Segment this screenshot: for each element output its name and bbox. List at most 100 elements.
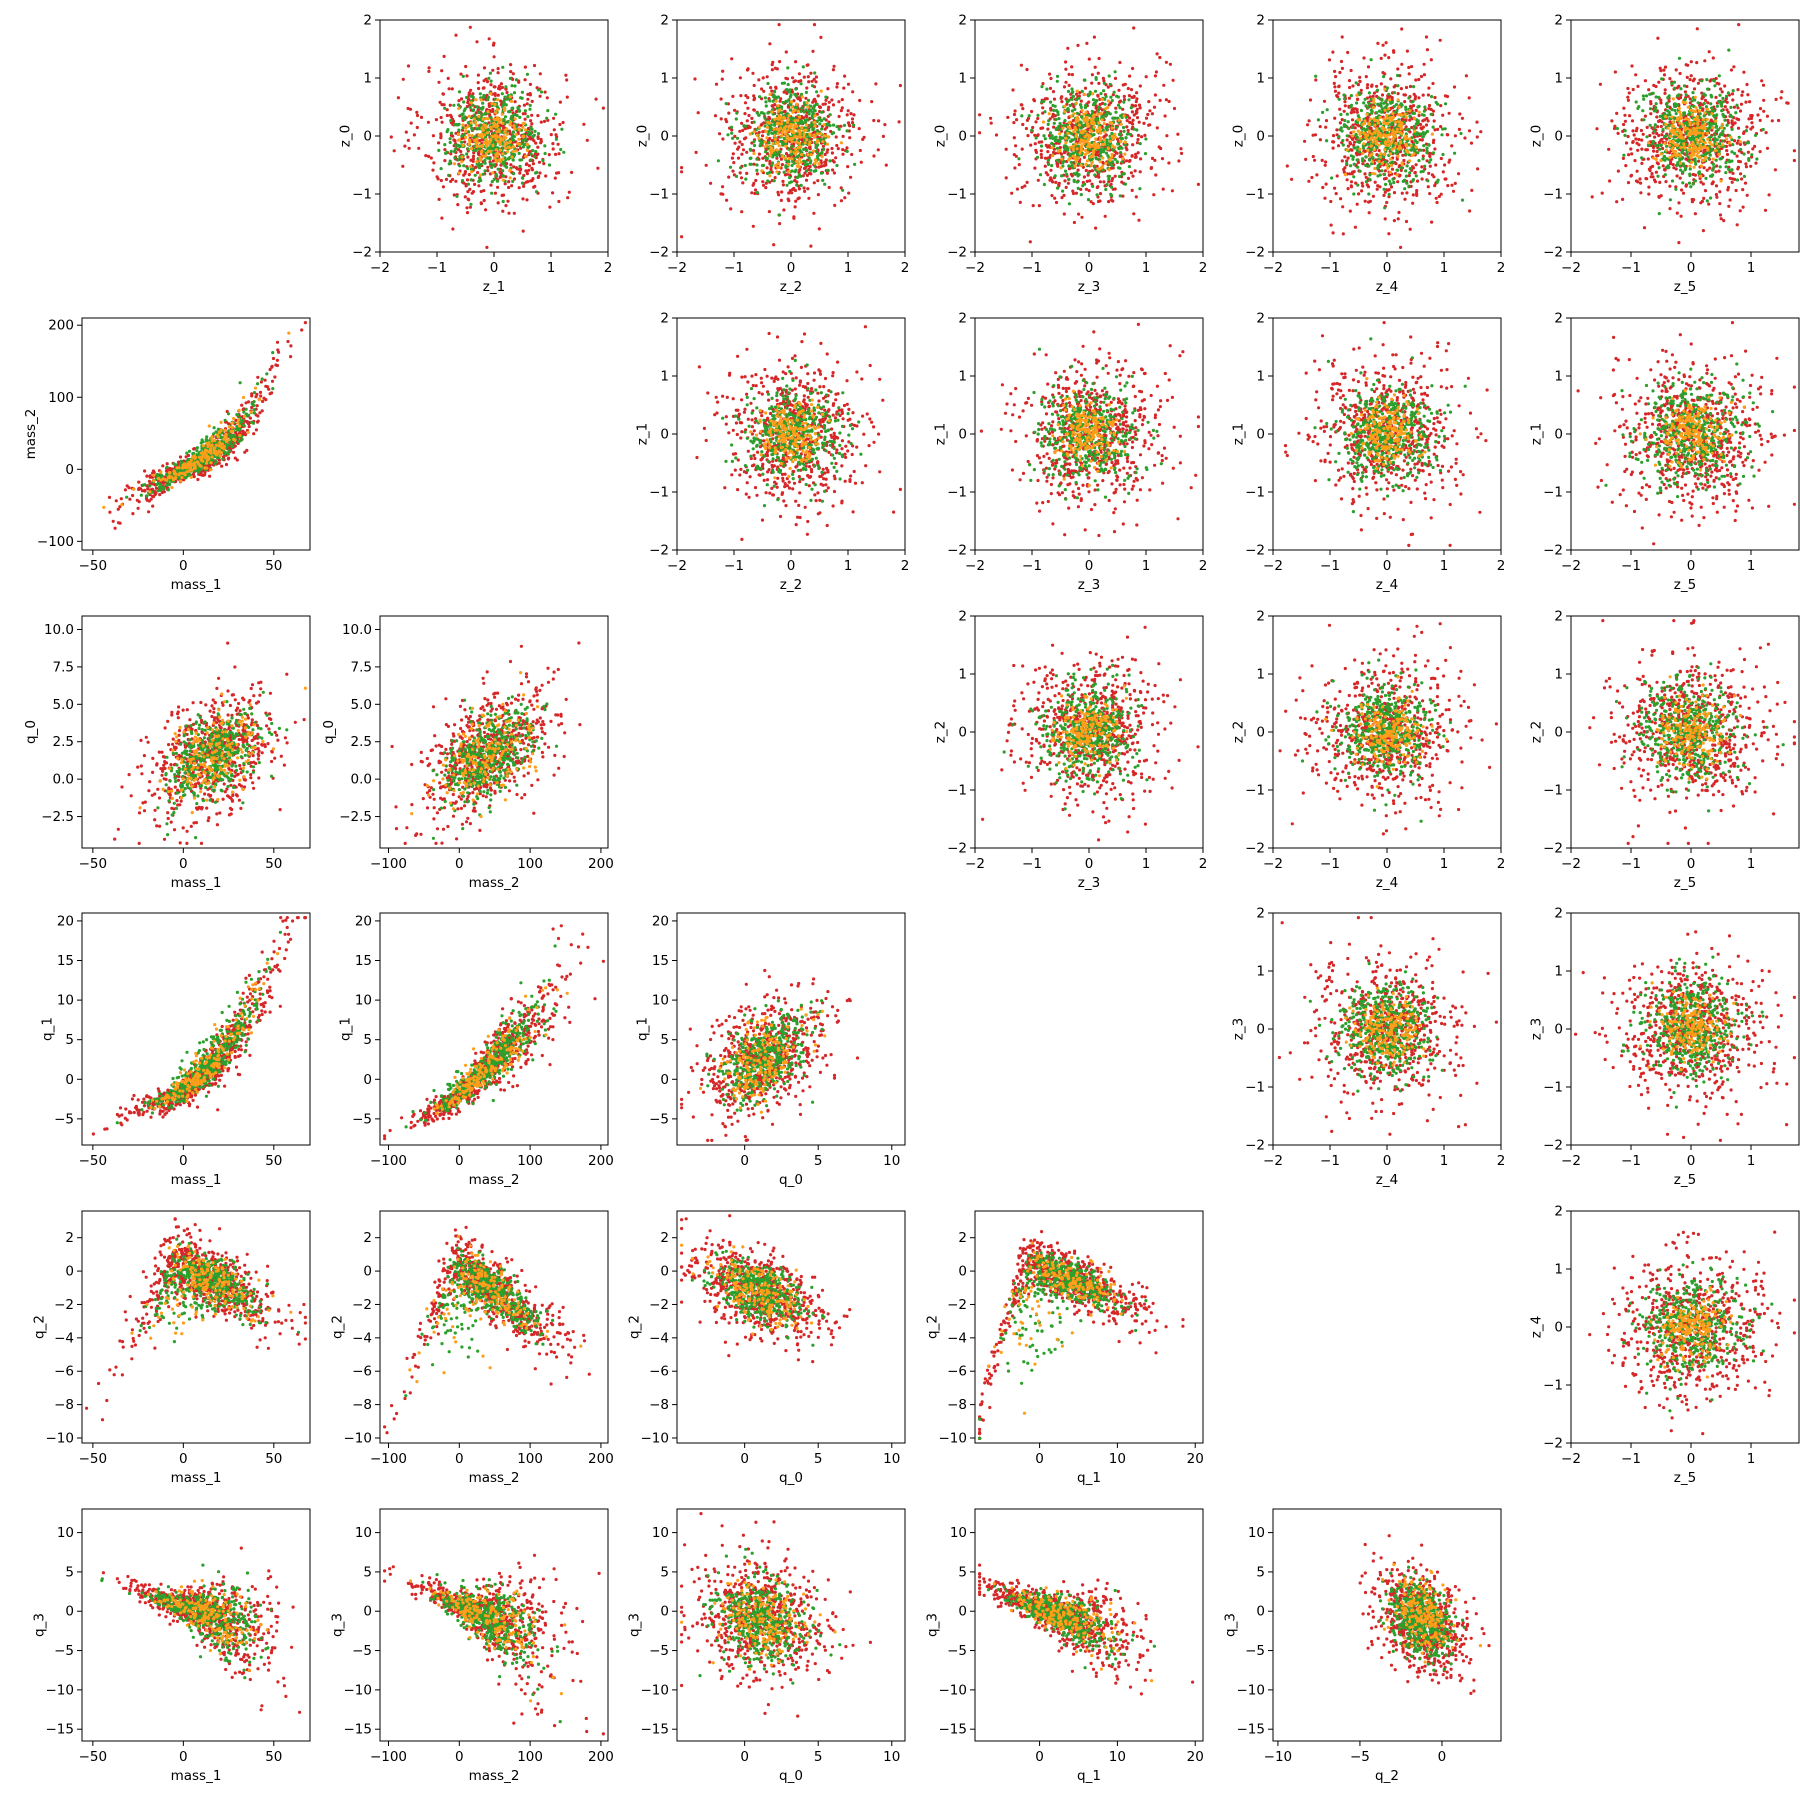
data-point <box>535 190 539 194</box>
data-point <box>816 139 820 143</box>
data-point <box>1427 103 1432 108</box>
data-point <box>1386 166 1390 170</box>
data-point <box>468 187 472 191</box>
data-point <box>785 183 789 187</box>
data-point <box>680 235 684 239</box>
data-point <box>731 136 735 140</box>
data-point <box>789 100 794 104</box>
data-point <box>1125 125 1129 129</box>
data-point <box>848 136 852 140</box>
data-point <box>731 94 735 98</box>
data-point <box>721 185 725 189</box>
data-point <box>525 142 529 147</box>
data-point <box>1396 73 1400 78</box>
data-point <box>1108 112 1112 116</box>
data-point <box>1073 127 1078 131</box>
data-point <box>424 154 428 158</box>
data-point <box>1408 167 1412 171</box>
data-point <box>1365 183 1369 187</box>
data-point <box>794 199 798 203</box>
data-point <box>767 210 772 214</box>
data-point <box>1476 167 1480 171</box>
data-point <box>777 165 781 169</box>
data-point <box>1444 102 1448 106</box>
data-point <box>1349 68 1353 73</box>
data-point <box>463 117 467 122</box>
data-point <box>503 95 507 99</box>
data-point <box>537 160 542 164</box>
data-point <box>1424 123 1429 127</box>
data-point <box>749 148 753 152</box>
data-point <box>1419 74 1424 79</box>
data-point <box>461 126 465 130</box>
data-point <box>1353 225 1357 229</box>
data-point <box>809 71 813 75</box>
data-point <box>1361 184 1365 188</box>
data-point <box>1361 151 1365 155</box>
data-point <box>415 125 419 130</box>
data-point <box>1127 165 1131 169</box>
data-point <box>552 116 556 120</box>
data-point <box>1094 226 1098 230</box>
data-point <box>1387 128 1391 132</box>
data-point <box>1179 147 1183 151</box>
data-point <box>735 136 740 140</box>
data-point <box>752 130 756 134</box>
data-point <box>415 110 419 114</box>
data-point <box>727 175 731 179</box>
data-point <box>528 82 533 86</box>
data-point <box>1426 119 1430 123</box>
data-point <box>1397 144 1401 148</box>
data-point <box>456 103 461 107</box>
data-point <box>1368 199 1372 203</box>
data-point <box>1134 155 1138 159</box>
data-point <box>1443 94 1448 98</box>
data-point <box>502 99 506 103</box>
data-point <box>1102 138 1106 142</box>
data-point <box>1045 97 1049 101</box>
data-point <box>449 113 453 117</box>
x-tick-label: −2 <box>965 260 985 276</box>
data-point <box>1074 191 1078 195</box>
data-point <box>560 127 564 131</box>
data-point <box>1337 135 1341 139</box>
data-point <box>522 134 526 138</box>
data-point <box>1363 97 1367 101</box>
data-point <box>799 135 803 139</box>
data-point <box>1129 132 1133 137</box>
data-point <box>1372 106 1376 110</box>
data-point <box>531 177 535 181</box>
data-point <box>1460 116 1464 120</box>
data-point <box>1404 169 1408 173</box>
data-point <box>1404 148 1408 153</box>
data-point <box>1071 123 1075 127</box>
data-point <box>1084 168 1088 173</box>
data-point <box>495 116 500 120</box>
data-point <box>1114 106 1118 110</box>
data-point <box>482 133 487 137</box>
data-point <box>543 151 547 156</box>
data-point <box>773 66 778 70</box>
data-point <box>477 152 481 157</box>
data-point <box>788 176 792 180</box>
data-point <box>1067 202 1071 206</box>
y-tick-label: 1 <box>660 71 669 87</box>
data-point <box>532 133 536 137</box>
data-point <box>463 170 467 174</box>
data-point <box>1408 109 1412 113</box>
data-point <box>1042 182 1046 187</box>
data-point <box>815 154 820 159</box>
data-point <box>799 82 803 86</box>
data-point <box>846 165 850 169</box>
data-point <box>523 65 528 69</box>
data-point <box>1037 204 1041 208</box>
data-point <box>474 111 478 115</box>
data-point <box>1117 100 1122 104</box>
data-point <box>496 185 500 189</box>
data-point <box>457 128 461 132</box>
data-point <box>492 117 496 121</box>
data-point <box>1358 147 1362 151</box>
data-point <box>1404 107 1408 111</box>
data-point <box>1307 179 1311 183</box>
data-point <box>881 134 886 138</box>
